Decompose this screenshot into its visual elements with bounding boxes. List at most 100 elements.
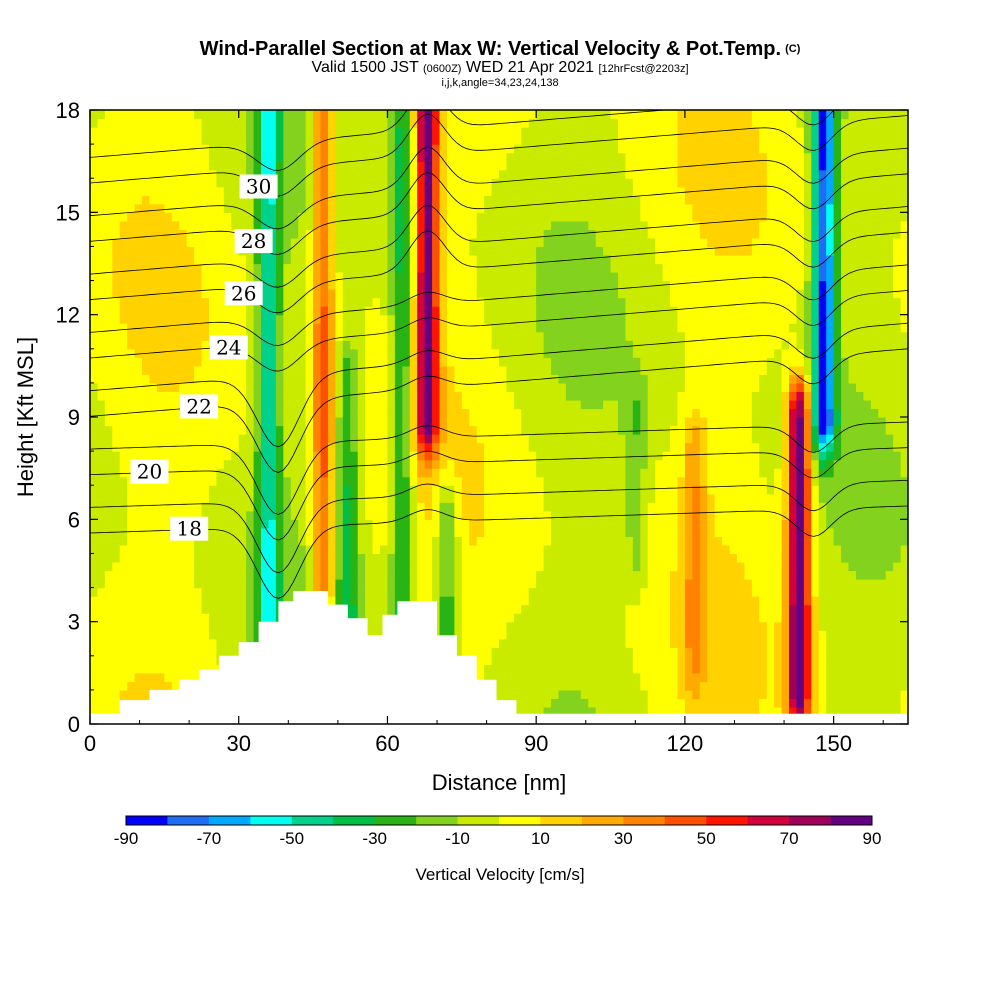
heatmap-cell (439, 604, 448, 614)
heatmap-cell (394, 519, 403, 529)
heatmap-cell (238, 621, 247, 631)
heatmap-cell (216, 229, 225, 239)
heatmap-cell (595, 323, 604, 333)
heatmap-cell (305, 451, 314, 461)
heatmap-cell (402, 263, 411, 273)
heatmap-cell (536, 647, 545, 657)
heatmap-cell (558, 468, 567, 478)
heatmap-cell (499, 340, 508, 350)
heatmap-cell (142, 297, 151, 307)
heatmap-cell (134, 510, 143, 520)
heatmap-cell (335, 374, 344, 384)
heatmap-cell (588, 442, 597, 452)
heatmap-cell (387, 246, 396, 256)
heatmap-cell (171, 655, 180, 665)
heatmap-cell (499, 178, 508, 188)
heatmap-cell (119, 417, 128, 427)
heatmap-cell (365, 169, 374, 179)
heatmap-cell (90, 570, 99, 580)
heatmap-cell (156, 382, 165, 393)
heatmap-cell (231, 425, 240, 435)
heatmap-cell (142, 553, 151, 563)
heatmap-cell (216, 144, 225, 154)
heatmap-cell (127, 186, 136, 196)
heatmap-cell (588, 110, 597, 120)
heatmap-cell (528, 647, 537, 657)
heatmap-cell (588, 706, 597, 717)
heatmap-cell (119, 118, 128, 128)
heatmap-cell (350, 561, 359, 572)
heatmap-cell (335, 425, 344, 435)
heatmap-cell (350, 195, 359, 205)
heatmap-cell (335, 263, 344, 273)
heatmap-cell (476, 229, 485, 239)
heatmap-cell (320, 161, 329, 171)
heatmap-cell (90, 596, 99, 606)
heatmap-cell (156, 570, 165, 580)
heatmap-cell (171, 195, 180, 205)
heatmap-cell (409, 323, 418, 333)
heatmap-cell (97, 289, 106, 299)
heatmap-cell (104, 485, 113, 495)
heatmap-cell (142, 237, 151, 248)
heatmap-cell (543, 527, 552, 537)
heatmap-cell (417, 399, 426, 410)
heatmap-cell (380, 127, 389, 137)
heatmap-cell (313, 348, 322, 358)
heatmap-cell (409, 365, 418, 375)
heatmap-cell (357, 331, 366, 341)
heatmap-cell (402, 169, 411, 179)
heatmap-cell (558, 331, 567, 341)
heatmap-cell (290, 425, 299, 435)
heatmap-cell (387, 587, 396, 597)
heatmap-cell (484, 272, 493, 282)
heatmap-cell (320, 220, 329, 230)
heatmap-cell (543, 493, 552, 503)
heatmap-cell (469, 306, 478, 316)
heatmap-cell (394, 280, 403, 290)
heatmap-cell (573, 647, 582, 657)
heatmap-cell (536, 195, 545, 205)
heatmap-cell (238, 544, 247, 555)
heatmap-cell (119, 365, 128, 375)
heatmap-cell (156, 399, 165, 410)
heatmap-cell (208, 306, 218, 316)
heatmap-cell (223, 536, 232, 546)
heatmap-cell (565, 425, 574, 435)
heatmap-cell (313, 110, 322, 120)
heatmap-cell (551, 434, 560, 444)
heatmap-cell (194, 468, 203, 478)
heatmap-cell (298, 391, 307, 401)
heatmap-cell (469, 536, 478, 546)
heatmap-cell (231, 604, 240, 614)
heatmap-cell (565, 706, 574, 717)
heatmap-cell (380, 510, 389, 520)
heatmap-cell (171, 263, 180, 273)
heatmap-cell (90, 689, 99, 700)
heatmap-cell (409, 451, 418, 461)
heatmap-cell (469, 254, 478, 265)
heatmap-cell (595, 246, 604, 256)
heatmap-cell (164, 510, 173, 520)
heatmap-cell (223, 110, 232, 120)
heatmap-cell (194, 314, 203, 324)
heatmap-cell (253, 254, 262, 265)
heatmap-cell (127, 613, 136, 623)
heatmap-cell (469, 561, 478, 572)
heatmap-cell (565, 127, 574, 137)
heatmap-cell (238, 161, 247, 171)
heatmap-cell (454, 570, 463, 580)
heatmap-cell (305, 237, 314, 248)
heatmap-cell (320, 570, 329, 580)
heatmap-cell (580, 178, 589, 188)
heatmap-cell (543, 510, 552, 520)
heatmap-cell (164, 561, 173, 572)
heatmap-cell (201, 289, 210, 299)
heatmap-cell (476, 638, 485, 648)
heatmap-cell (476, 587, 485, 597)
heatmap-cell (513, 161, 522, 171)
heatmap-cell (543, 604, 552, 614)
heatmap-cell (417, 323, 426, 333)
heatmap-cell (551, 272, 560, 282)
heatmap-cell (186, 127, 195, 137)
